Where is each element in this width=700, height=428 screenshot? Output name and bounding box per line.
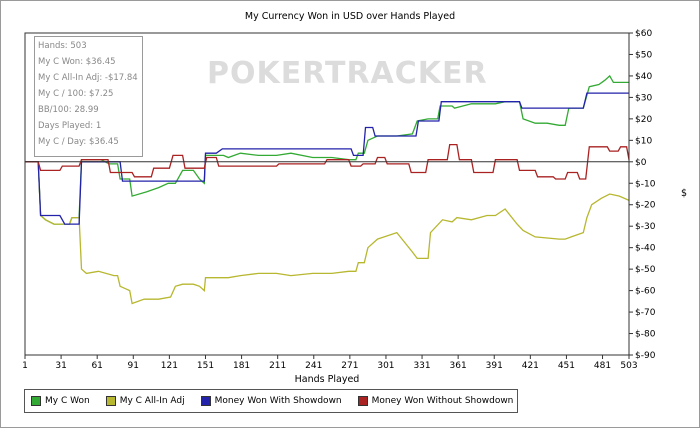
y-tick-label: $-10: [635, 179, 656, 189]
series-line-2: [25, 92, 629, 225]
legend-item-all-in-adj[interactable]: My C All-In Adj: [105, 396, 185, 406]
x-tick-label: 211: [269, 361, 286, 371]
stats-summary-box: Hands: 503 My C Won: $36.45 My C All-In …: [34, 36, 143, 157]
x-tick-label: 421: [522, 361, 539, 371]
x-tick-label: 391: [486, 361, 503, 371]
legend-swatch: [31, 396, 41, 406]
legend-label: Money Won Without Showdown: [371, 396, 514, 406]
stat-bb-per-100: BB/100: 28.99: [38, 105, 99, 115]
y-tick-label: $-30: [635, 222, 656, 232]
series-line-0: [25, 74, 629, 225]
legend-swatch: [200, 396, 211, 406]
series-line-3: [25, 143, 630, 180]
y-tick-label: $30: [635, 93, 652, 103]
x-tick-label: 271: [341, 361, 358, 371]
x-tick-label: 1: [22, 361, 28, 371]
y-tick-label: $60: [635, 29, 652, 39]
x-tick-label: 151: [197, 361, 214, 371]
y-tick-label: $-60: [635, 287, 656, 297]
x-tick-label: 121: [161, 361, 178, 371]
stat-won-per-day: My C / Day: $36.45: [38, 137, 119, 147]
legend-label: Money Won With Showdown: [214, 396, 342, 406]
stat-hands: Hands: 503: [38, 41, 87, 51]
x-tick-label: 503: [620, 361, 637, 371]
x-tick-label: 241: [305, 361, 322, 371]
y-tick-label: $40: [635, 72, 652, 82]
stat-won: My C Won: $36.45: [38, 57, 116, 67]
y-tick-label: $20: [635, 115, 652, 125]
plot-border: [24, 32, 630, 356]
x-tick-label: 61: [91, 361, 102, 371]
stat-days-played: Days Played: 1: [38, 121, 102, 131]
x-tick-label: 361: [450, 361, 467, 371]
legend-swatch: [105, 396, 116, 406]
x-tick-label: 451: [558, 361, 575, 371]
y-tick-label: $-90: [635, 351, 656, 361]
y-tick-label: $-20: [635, 201, 656, 211]
y-axis-label: $: [681, 188, 687, 199]
chart-title: My Currency Won in USD over Hands Played: [245, 11, 455, 22]
x-tick-label: 181: [233, 361, 250, 371]
y-tick-label: $-80: [635, 330, 656, 340]
legend-item-my-c-won[interactable]: My C Won: [31, 396, 90, 406]
stat-all-in-adj: My C All-In Adj: -$17.84: [38, 73, 138, 83]
x-tick-label: 301: [377, 361, 394, 371]
y-tick-label: $-50: [635, 265, 656, 275]
y-tick-label: $10: [635, 136, 652, 146]
y-tick-label: $50: [635, 50, 652, 60]
legend-swatch: [357, 396, 368, 406]
legend-label: My C Won: [45, 396, 90, 406]
x-tick-label: 481: [594, 361, 611, 371]
legend-label: My C All-In Adj: [119, 396, 185, 406]
chart-legend: My C Won My C All-In Adj Money Won With …: [24, 389, 518, 413]
series-line-1: [25, 161, 630, 305]
x-tick-label: 31: [55, 361, 66, 371]
y-tick-label: $-70: [635, 308, 656, 318]
pokertracker-watermark: POKERTRACKER: [207, 56, 488, 91]
legend-item-with-showdown[interactable]: Money Won With Showdown: [200, 396, 342, 406]
stat-won-per-100: My C / 100: $7.25: [38, 89, 114, 99]
x-tick-label: 331: [413, 361, 430, 371]
y-tick-label: $-40: [635, 244, 656, 254]
legend-item-without-showdown[interactable]: Money Won Without Showdown: [357, 396, 514, 406]
x-axis-label: Hands Played: [295, 374, 360, 385]
x-tick-label: 91: [128, 361, 139, 371]
y-tick-label: $0: [635, 158, 647, 168]
